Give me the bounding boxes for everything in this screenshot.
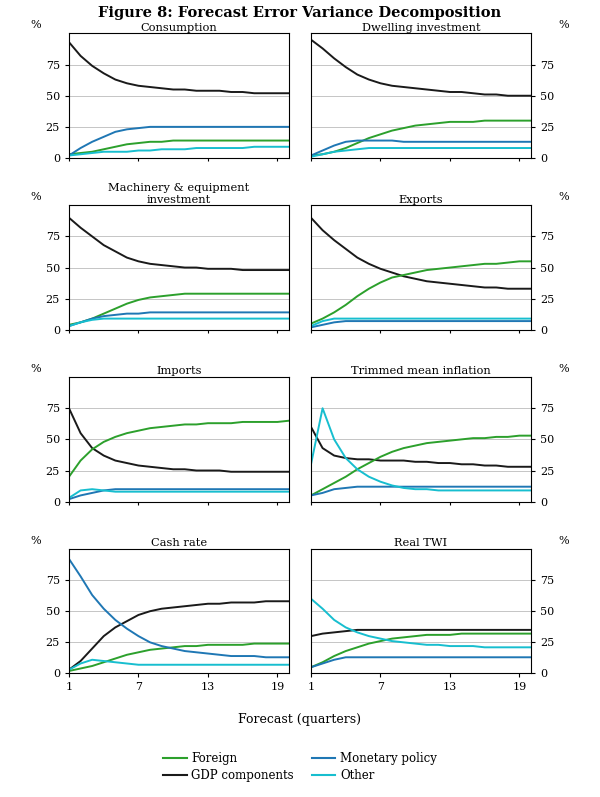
Text: %: % bbox=[559, 364, 569, 374]
Title: Imports: Imports bbox=[156, 367, 202, 376]
Title: Consumption: Consumption bbox=[140, 22, 217, 33]
Text: %: % bbox=[31, 192, 41, 202]
Text: %: % bbox=[31, 20, 41, 30]
Legend: Foreign, GDP components, Monetary policy, Other: Foreign, GDP components, Monetary policy… bbox=[158, 748, 442, 787]
Title: Trimmed mean inflation: Trimmed mean inflation bbox=[351, 367, 491, 376]
Text: %: % bbox=[559, 536, 569, 546]
Text: %: % bbox=[31, 536, 41, 546]
Text: Forecast (quarters): Forecast (quarters) bbox=[239, 713, 361, 726]
Title: Cash rate: Cash rate bbox=[151, 538, 207, 548]
Text: Figure 8: Forecast Error Variance Decomposition: Figure 8: Forecast Error Variance Decomp… bbox=[98, 6, 502, 21]
Title: Machinery & equipment
investment: Machinery & equipment investment bbox=[109, 183, 250, 205]
Title: Real TWI: Real TWI bbox=[394, 538, 448, 548]
Text: %: % bbox=[31, 364, 41, 374]
Text: %: % bbox=[559, 20, 569, 30]
Text: %: % bbox=[559, 192, 569, 202]
Title: Exports: Exports bbox=[398, 194, 443, 205]
Title: Dwelling investment: Dwelling investment bbox=[362, 22, 481, 33]
